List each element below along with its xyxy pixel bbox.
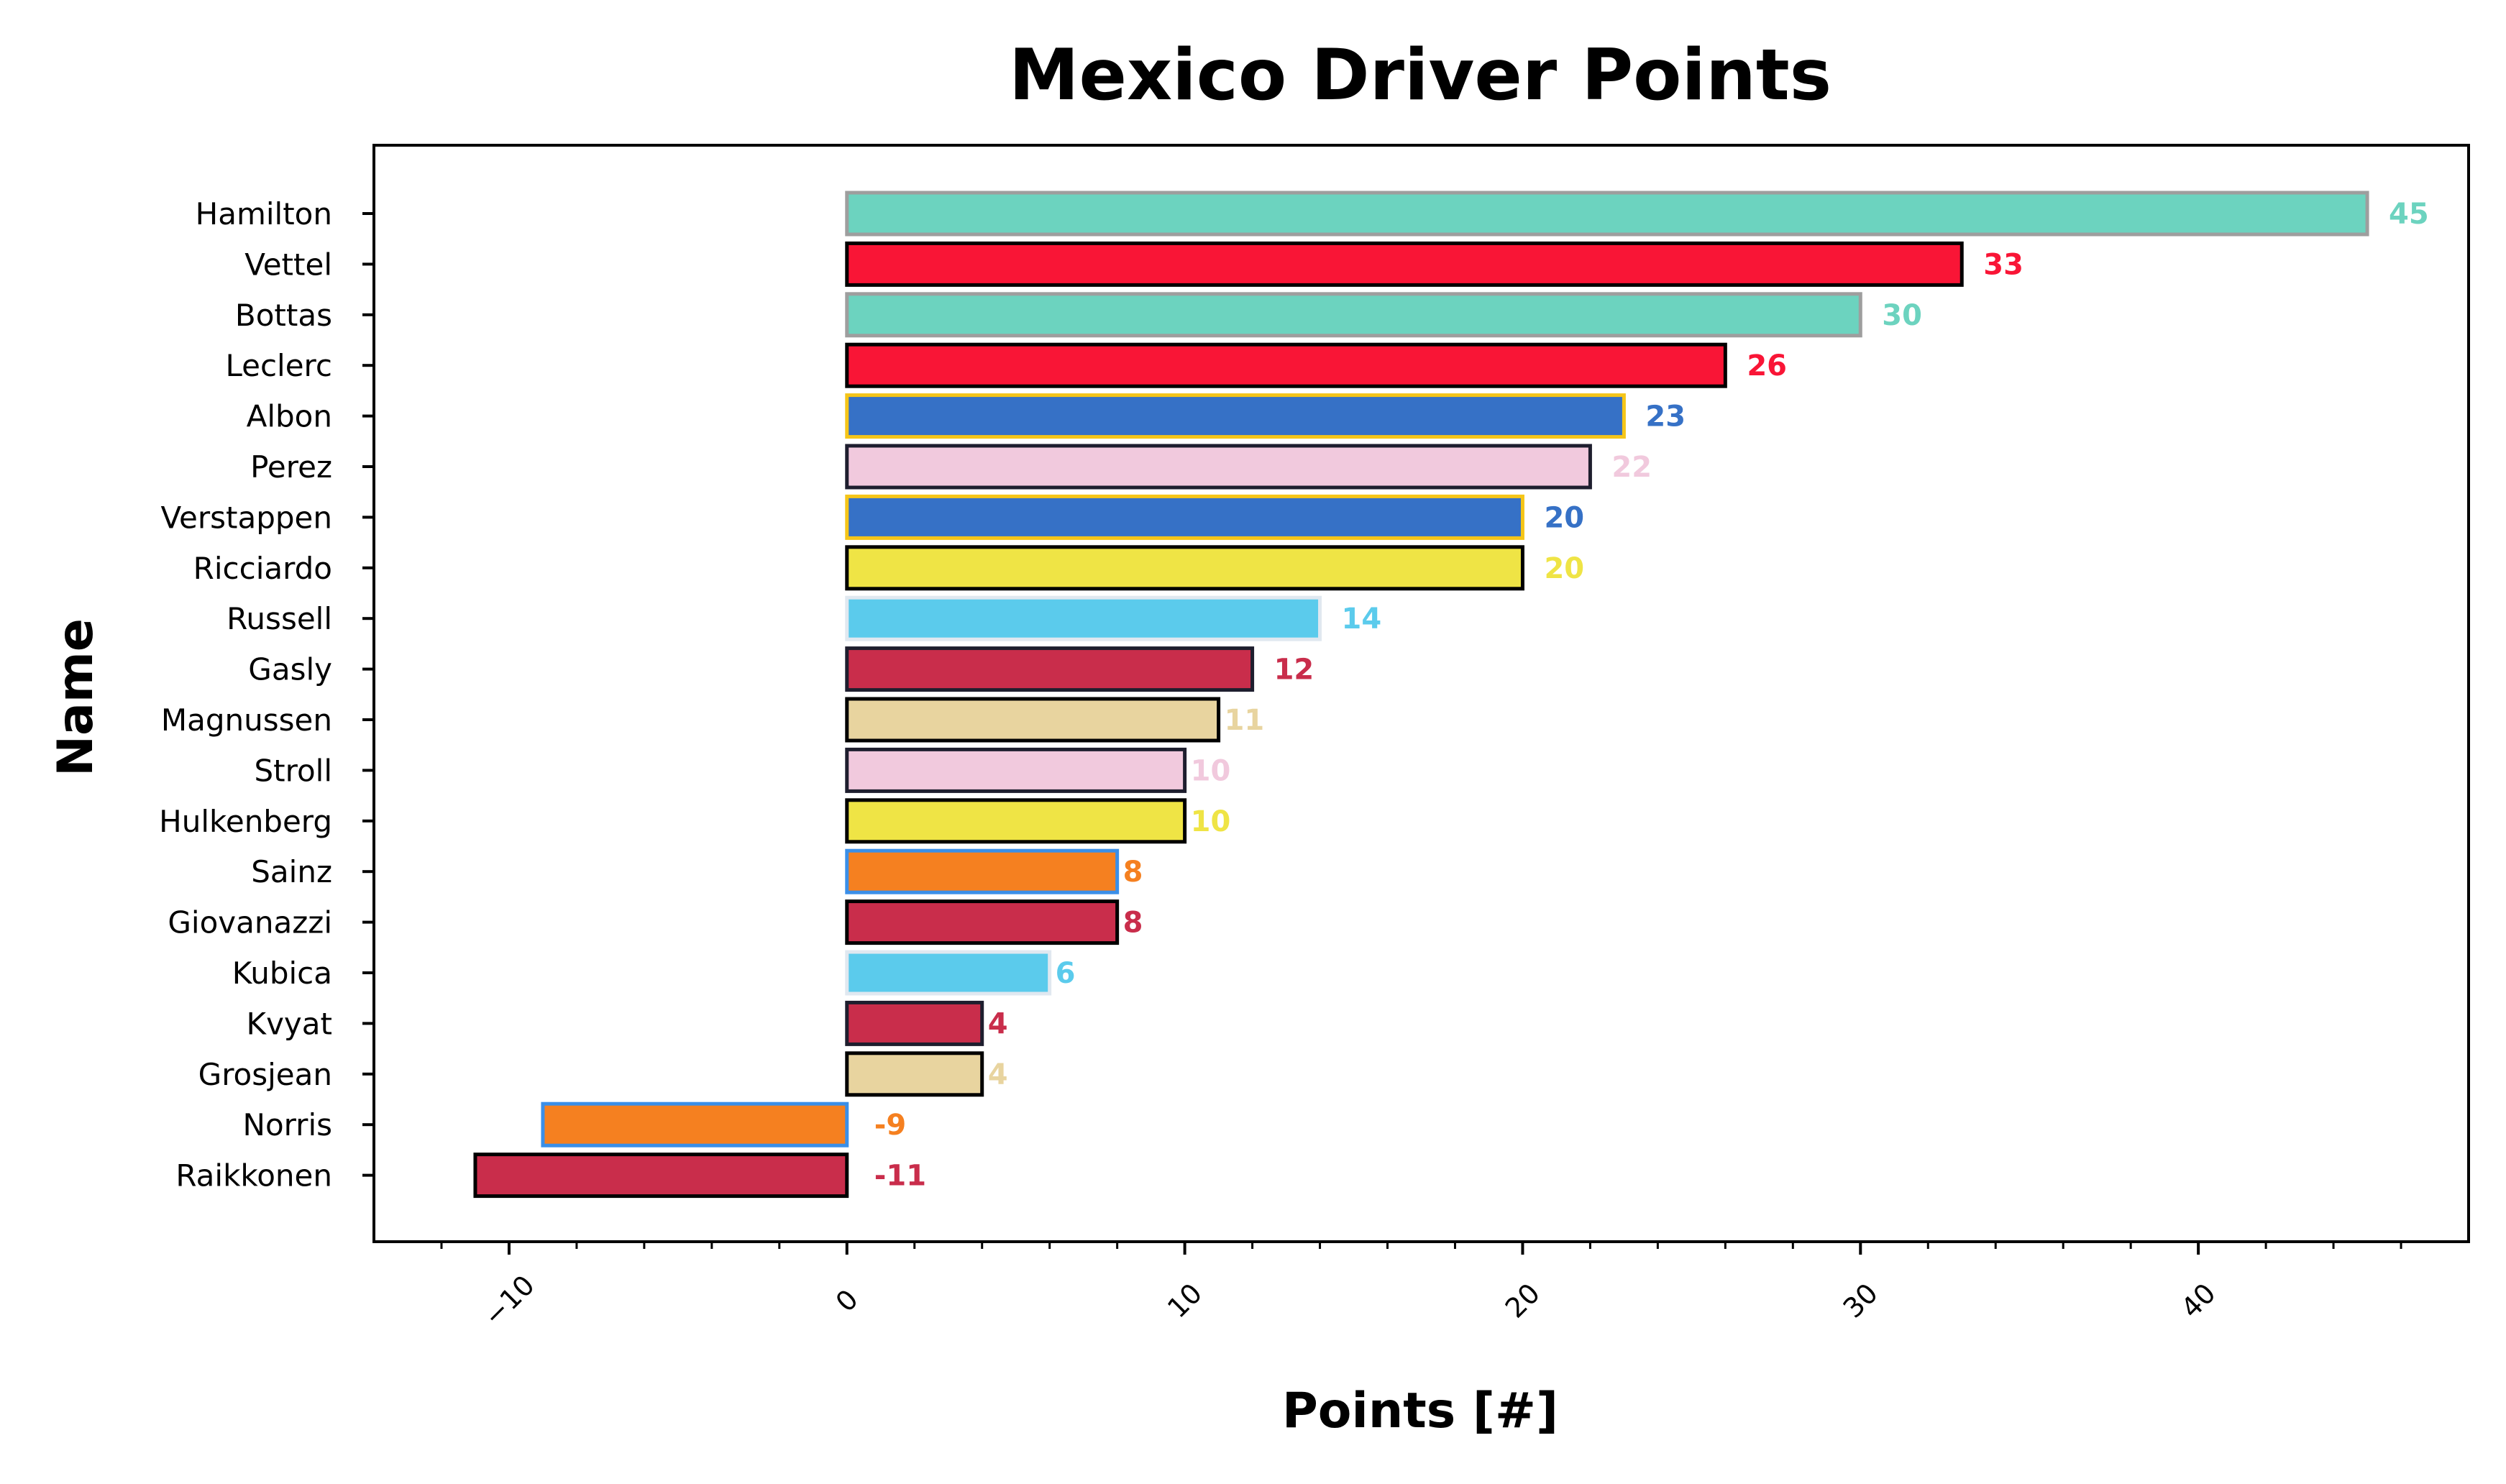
bar-hulkenberg xyxy=(845,798,1187,844)
data-label: 45 xyxy=(2389,198,2429,231)
x-tick-label: 30 xyxy=(1837,1277,1884,1324)
x-tick-label: 10 xyxy=(1161,1277,1208,1324)
x-tick-label: −10 xyxy=(477,1269,541,1332)
y-tick-label: Gasly xyxy=(248,652,332,687)
bar-gasly xyxy=(845,646,1255,692)
data-label: 4 xyxy=(988,1007,1008,1040)
data-label: 12 xyxy=(1274,654,1314,687)
bar-stroll xyxy=(845,747,1187,793)
y-tick-label: Kvyat xyxy=(247,1006,332,1041)
y-tick-label: Giovanazzi xyxy=(168,905,332,940)
x-tick-label: 20 xyxy=(1499,1277,1546,1324)
y-tick-label: Sainz xyxy=(251,854,332,889)
y-tick-label: Hamilton xyxy=(196,196,332,232)
data-label: 10 xyxy=(1191,805,1231,838)
bar-ricciardo xyxy=(845,545,1524,591)
y-tick-label: Hulkenberg xyxy=(159,804,332,839)
y-tick-label: Bottas xyxy=(235,298,332,333)
y-tick-label: Vettel xyxy=(244,247,332,282)
data-label: 10 xyxy=(1191,754,1231,787)
y-axis: Hamilton Vettel Bottas Leclerc Albon Perez Ver… xyxy=(159,196,374,1194)
y-axis-label: Name xyxy=(47,618,104,777)
data-label: 26 xyxy=(1747,349,1787,383)
bar-hamilton xyxy=(845,191,2369,237)
data-label: 8 xyxy=(1123,907,1143,940)
y-tick-label: Stroll xyxy=(254,753,332,788)
data-label: 33 xyxy=(1983,248,2023,281)
bar-sainz xyxy=(845,848,1120,894)
bars-group: 45 33 30 26 23 22 20 20 14 12 11 10 10 8 8 6 4 4 -9 -11 xyxy=(473,191,2429,1199)
data-label: 23 xyxy=(1645,400,1686,434)
y-tick-label: Norris xyxy=(243,1107,332,1142)
y-tick-label: Leclerc xyxy=(225,348,332,383)
data-label: -9 xyxy=(874,1109,906,1142)
chart-title: Mexico Driver Points xyxy=(1009,35,1832,116)
y-tick-label: Verstappen xyxy=(161,500,332,535)
y-tick-label: Russell xyxy=(227,601,332,636)
data-label: 4 xyxy=(988,1058,1008,1091)
bar-verstappen xyxy=(845,494,1524,540)
y-tick-label: Albon xyxy=(247,399,332,434)
bar-russell xyxy=(845,595,1322,641)
x-tick-label: 40 xyxy=(2175,1277,2221,1324)
y-tick-label: Grosjean xyxy=(198,1057,332,1092)
data-label: 14 xyxy=(1342,603,1382,636)
y-tick-label: Kubica xyxy=(232,956,332,991)
bar-magnussen xyxy=(845,697,1221,743)
data-label: 6 xyxy=(1056,957,1076,990)
data-label: 8 xyxy=(1123,856,1143,889)
x-axis: −10 0 10 20 30 40 xyxy=(440,1242,2402,1332)
y-tick-label: Raikkonen xyxy=(175,1158,332,1194)
bar-leclerc xyxy=(845,342,1727,388)
y-tick-label: Perez xyxy=(250,449,332,485)
bar-vettel xyxy=(845,241,1964,287)
bar-kubica xyxy=(845,950,1052,996)
bar-perez xyxy=(845,444,1592,490)
data-label: 11 xyxy=(1225,704,1265,737)
bar-grosjean xyxy=(845,1051,984,1097)
bar-norris xyxy=(541,1101,849,1148)
bar-kvyat xyxy=(845,1000,984,1046)
plot-frame xyxy=(372,144,2470,1243)
data-label: 22 xyxy=(1611,451,1652,484)
y-tick-label: Magnussen xyxy=(161,702,332,738)
bar-bottas xyxy=(845,292,1862,338)
bar-raikkonen xyxy=(473,1153,849,1199)
x-tick-label: 0 xyxy=(830,1283,864,1318)
data-label: 20 xyxy=(1544,501,1584,534)
x-axis-label: Points [#] xyxy=(1282,1383,1558,1439)
bar-albon xyxy=(845,393,1626,439)
data-label: 20 xyxy=(1544,552,1584,585)
data-label: 30 xyxy=(1882,299,1922,332)
bar-giovanazzi xyxy=(845,899,1120,945)
y-tick-label: Ricciardo xyxy=(193,551,332,586)
data-label: -11 xyxy=(874,1160,926,1193)
